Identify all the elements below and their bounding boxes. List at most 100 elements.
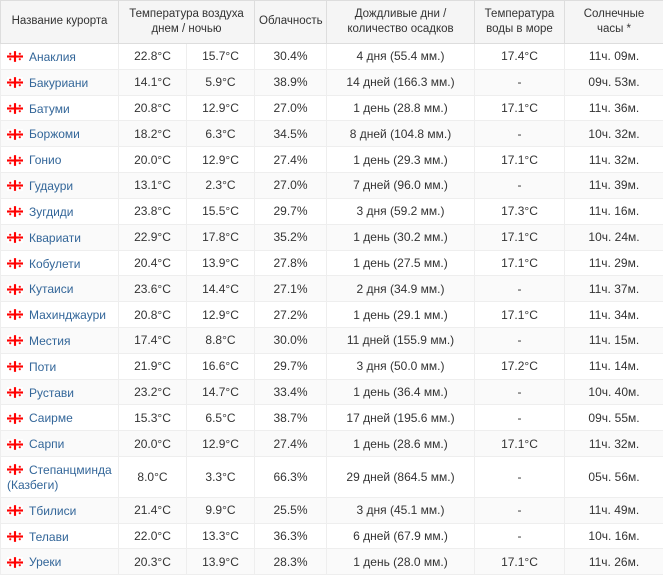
resort-link[interactable]: Тбилиси bbox=[29, 504, 76, 518]
georgia-flag-icon bbox=[7, 413, 23, 424]
resort-link[interactable]: Боржоми bbox=[29, 127, 80, 141]
georgia-flag-icon bbox=[7, 129, 23, 140]
cell-rain: 1 день (27.5 мм.) bbox=[327, 250, 475, 276]
resort-link[interactable]: Гонио bbox=[29, 153, 61, 167]
cell-sea: 17.1°C bbox=[475, 250, 565, 276]
cell-name: Кобулети bbox=[1, 250, 119, 276]
resort-link[interactable]: Бакуриани bbox=[29, 76, 88, 90]
georgia-flag-icon bbox=[7, 464, 23, 475]
georgia-flag-icon bbox=[7, 103, 23, 114]
cell-temp-day: 21.4°C bbox=[119, 497, 187, 523]
cell-cloud: 25.5% bbox=[255, 497, 327, 523]
header-cloud[interactable]: Облачность bbox=[255, 1, 327, 44]
cell-sea: 17.1°C bbox=[475, 147, 565, 173]
cell-temp-day: 21.9°C bbox=[119, 353, 187, 379]
cell-sea: - bbox=[475, 379, 565, 405]
cell-sea: - bbox=[475, 276, 565, 302]
cell-cloud: 36.3% bbox=[255, 523, 327, 549]
cell-temp-night: 16.6°C bbox=[187, 353, 255, 379]
cell-temp-night: 2.3°C bbox=[187, 173, 255, 199]
cell-name: Махинджаури bbox=[1, 302, 119, 328]
resort-link[interactable]: Батуми bbox=[29, 101, 70, 115]
cell-rain: 8 дней (104.8 мм.) bbox=[327, 121, 475, 147]
cell-temp-night: 15.7°C bbox=[187, 43, 255, 69]
cell-temp-day: 14.1°C bbox=[119, 69, 187, 95]
cell-sea: - bbox=[475, 173, 565, 199]
resort-link[interactable]: Кобулети bbox=[29, 256, 81, 270]
cell-sea: - bbox=[475, 121, 565, 147]
table-row: Поти 21.9°C 16.6°C 29.7% 3 дня (50.0 мм.… bbox=[1, 353, 663, 379]
header-temp[interactable]: Температура воздуха днем / ночью bbox=[119, 1, 255, 44]
resort-link[interactable]: Квариати bbox=[29, 231, 81, 245]
header-sun[interactable]: Солнечные часы * bbox=[565, 1, 663, 44]
cell-rain: 7 дней (96.0 мм.) bbox=[327, 173, 475, 199]
cell-sun: 09ч. 55м. bbox=[565, 405, 663, 431]
cell-temp-day: 22.8°C bbox=[119, 43, 187, 69]
cell-sun: 11ч. 29м. bbox=[565, 250, 663, 276]
resort-link[interactable]: Махинджаури bbox=[29, 308, 106, 322]
cell-name: Сарпи bbox=[1, 431, 119, 457]
header-name[interactable]: Название курорта bbox=[1, 1, 119, 44]
table-row: Гудаури 13.1°C 2.3°C 27.0% 7 дней (96.0 … bbox=[1, 173, 663, 199]
cell-sun: 11ч. 15м. bbox=[565, 327, 663, 353]
header-rain[interactable]: Дождливые дни / количество осадков bbox=[327, 1, 475, 44]
cell-temp-day: 22.0°C bbox=[119, 523, 187, 549]
cell-rain: 3 дня (50.0 мм.) bbox=[327, 353, 475, 379]
cell-temp-night: 6.3°C bbox=[187, 121, 255, 147]
cell-rain: 1 день (28.0 мм.) bbox=[327, 549, 475, 575]
header-sea[interactable]: Температура воды в море bbox=[475, 1, 565, 44]
cell-cloud: 35.2% bbox=[255, 224, 327, 250]
cell-cloud: 27.0% bbox=[255, 95, 327, 121]
cell-temp-night: 13.3°C bbox=[187, 523, 255, 549]
cell-rain: 14 дней (166.3 мм.) bbox=[327, 69, 475, 95]
cell-rain: 11 дней (155.9 мм.) bbox=[327, 327, 475, 353]
table-row: Бакуриани 14.1°C 5.9°C 38.9% 14 дней (16… bbox=[1, 69, 663, 95]
cell-sea: 17.1°C bbox=[475, 224, 565, 250]
georgia-flag-icon bbox=[7, 232, 23, 243]
cell-temp-day: 22.9°C bbox=[119, 224, 187, 250]
cell-sun: 10ч. 16м. bbox=[565, 523, 663, 549]
cell-temp-night: 6.5°C bbox=[187, 405, 255, 431]
cell-sea: 17.1°C bbox=[475, 302, 565, 328]
resort-link[interactable]: Рустави bbox=[29, 385, 74, 399]
cell-sun: 11ч. 39м. bbox=[565, 173, 663, 199]
cell-rain: 29 дней (864.5 мм.) bbox=[327, 457, 475, 498]
georgia-flag-icon bbox=[7, 361, 23, 372]
cell-temp-day: 17.4°C bbox=[119, 327, 187, 353]
resort-link[interactable]: Сарпи bbox=[29, 437, 64, 451]
cell-sun: 11ч. 37м. bbox=[565, 276, 663, 302]
weather-table: Название курорта Температура воздуха дне… bbox=[0, 0, 663, 575]
table-row: Саирме 15.3°C 6.5°C 38.7% 17 дней (195.6… bbox=[1, 405, 663, 431]
cell-cloud: 33.4% bbox=[255, 379, 327, 405]
cell-temp-night: 13.9°C bbox=[187, 250, 255, 276]
resort-link[interactable]: Уреки bbox=[29, 555, 61, 569]
cell-temp-day: 23.8°C bbox=[119, 198, 187, 224]
cell-name: Батуми bbox=[1, 95, 119, 121]
table-row: Сарпи 20.0°C 12.9°C 27.4% 1 день (28.6 м… bbox=[1, 431, 663, 457]
resort-link[interactable]: Телави bbox=[29, 529, 69, 543]
table-row: Кутаиси 23.6°C 14.4°C 27.1% 2 дня (34.9 … bbox=[1, 276, 663, 302]
resort-link[interactable]: Зугдиди bbox=[29, 205, 74, 219]
resort-link[interactable]: Саирме bbox=[29, 411, 73, 425]
cell-temp-night: 9.9°C bbox=[187, 497, 255, 523]
cell-rain: 6 дней (67.9 мм.) bbox=[327, 523, 475, 549]
resort-link[interactable]: Анаклия bbox=[29, 50, 76, 64]
cell-temp-day: 15.3°C bbox=[119, 405, 187, 431]
table-row: Махинджаури 20.8°C 12.9°C 27.2% 1 день (… bbox=[1, 302, 663, 328]
resort-link[interactable]: Кутаиси bbox=[29, 282, 73, 296]
cell-temp-day: 20.8°C bbox=[119, 302, 187, 328]
cell-name: Степанцминда (Казбеги) bbox=[1, 457, 119, 498]
cell-rain: 4 дня (55.4 мм.) bbox=[327, 43, 475, 69]
resort-link[interactable]: Поти bbox=[29, 360, 56, 374]
cell-cloud: 28.3% bbox=[255, 549, 327, 575]
cell-rain: 1 день (29.1 мм.) bbox=[327, 302, 475, 328]
cell-name: Бакуриани bbox=[1, 69, 119, 95]
cell-cloud: 29.7% bbox=[255, 198, 327, 224]
cell-cloud: 27.8% bbox=[255, 250, 327, 276]
table-row: Тбилиси 21.4°C 9.9°C 25.5% 3 дня (45.1 м… bbox=[1, 497, 663, 523]
cell-sun: 10ч. 24м. bbox=[565, 224, 663, 250]
cell-temp-day: 20.0°C bbox=[119, 431, 187, 457]
cell-name: Зугдиди bbox=[1, 198, 119, 224]
resort-link[interactable]: Гудаури bbox=[29, 179, 73, 193]
resort-link[interactable]: Местия bbox=[29, 334, 71, 348]
